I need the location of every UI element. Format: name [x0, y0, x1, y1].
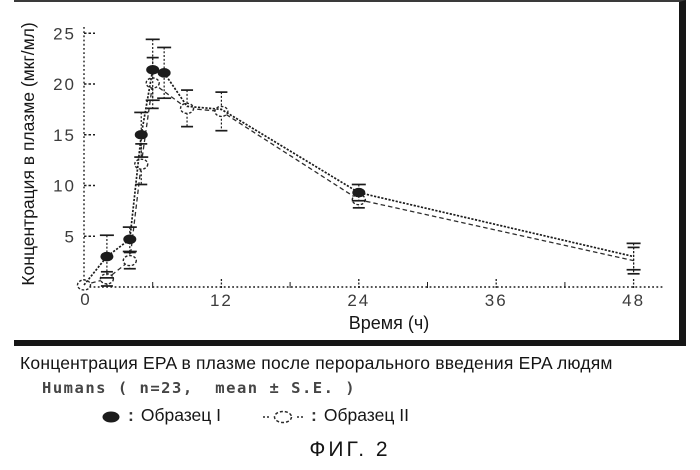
- filled-circle-marker-icon: [102, 411, 120, 422]
- figure-subcaption: Humans ( n=23, mean ± S.E. ): [42, 379, 357, 397]
- series-1-marker: [146, 64, 160, 75]
- y-tick-label: 20: [53, 75, 76, 94]
- legend-separator: :: [311, 405, 317, 425]
- legend-item-sample-2: : Образец II: [261, 405, 409, 426]
- series-2-marker: [122, 254, 138, 267]
- figure-number: ФИГ. 2: [309, 438, 391, 461]
- y-axis-label: Концентрация в плазме (мкг/мл): [18, 22, 38, 285]
- y-tick-label: 25: [53, 24, 76, 43]
- series-1-marker: [123, 234, 137, 245]
- series-1-marker: [100, 251, 114, 262]
- open-circle-marker-icon: [263, 410, 304, 423]
- line-chart: 5 10 15 20 25 0 12 24 36 48 Время (ч) Концентрация …: [18, 22, 664, 333]
- legend-label-sample-1: Образец I: [140, 405, 222, 425]
- series-2-marker: [179, 102, 195, 115]
- y-tick-label: 10: [53, 177, 76, 196]
- series-1-line: [83, 68, 634, 286]
- x-tick-label: 24: [347, 291, 370, 310]
- figure-frame: 5 10 15 20 25 0 12 24 36 48 Время (ч) Концентрация …: [14, 0, 686, 346]
- series-1-marker: [157, 68, 171, 78]
- series-2-marker: [134, 158, 149, 170]
- series-1-marker: [134, 129, 148, 140]
- y-tick-label: 15: [53, 126, 76, 145]
- series-2-line: [83, 81, 634, 286]
- y-tick-label: 5: [65, 227, 76, 246]
- figure-caption: Концентрация EPA в плазме после перораль…: [20, 353, 613, 373]
- x-tick-label: 12: [210, 291, 233, 310]
- legend-label-sample-2: Образец II: [323, 405, 409, 425]
- x-axis-label: Время (ч): [349, 313, 430, 333]
- x-tick-label: 48: [622, 291, 645, 310]
- series-2-marker: [214, 105, 229, 118]
- series-1-marker: [352, 187, 366, 198]
- series-2-marker: [99, 273, 115, 285]
- x-tick-label: 36: [485, 291, 508, 310]
- origin-tick-label: 0: [80, 290, 89, 309]
- legend-separator: :: [128, 405, 134, 425]
- chart-legend: : Образец I : Образец II: [100, 405, 409, 426]
- legend-item-sample-1: : Образец I: [100, 405, 221, 426]
